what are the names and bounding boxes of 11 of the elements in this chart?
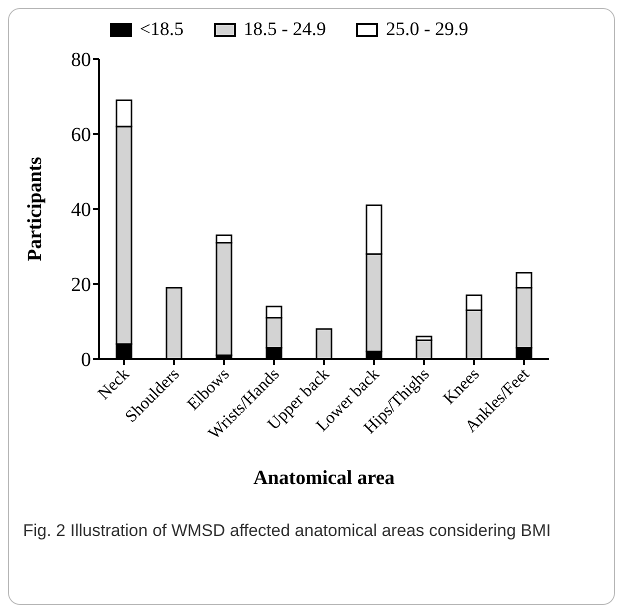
y-tick-label: 80 [71, 49, 91, 72]
y-axis-title: Participants [24, 156, 46, 262]
legend-label: 25.0 - 29.9 [386, 19, 468, 41]
y-tick-label: 20 [71, 274, 91, 296]
legend-label: 18.5 - 24.9 [244, 19, 326, 41]
legend-label: <18.5 [140, 19, 184, 41]
y-tick-label: 0 [81, 349, 91, 372]
y-tick-label: 40 [71, 199, 91, 222]
y-tick-label: 60 [71, 124, 91, 146]
caption: Fig. 2 Illustration of WMSD affected anatomical areas considering BMI [23, 520, 552, 542]
x-axis-title: Anatomical area [253, 467, 395, 489]
